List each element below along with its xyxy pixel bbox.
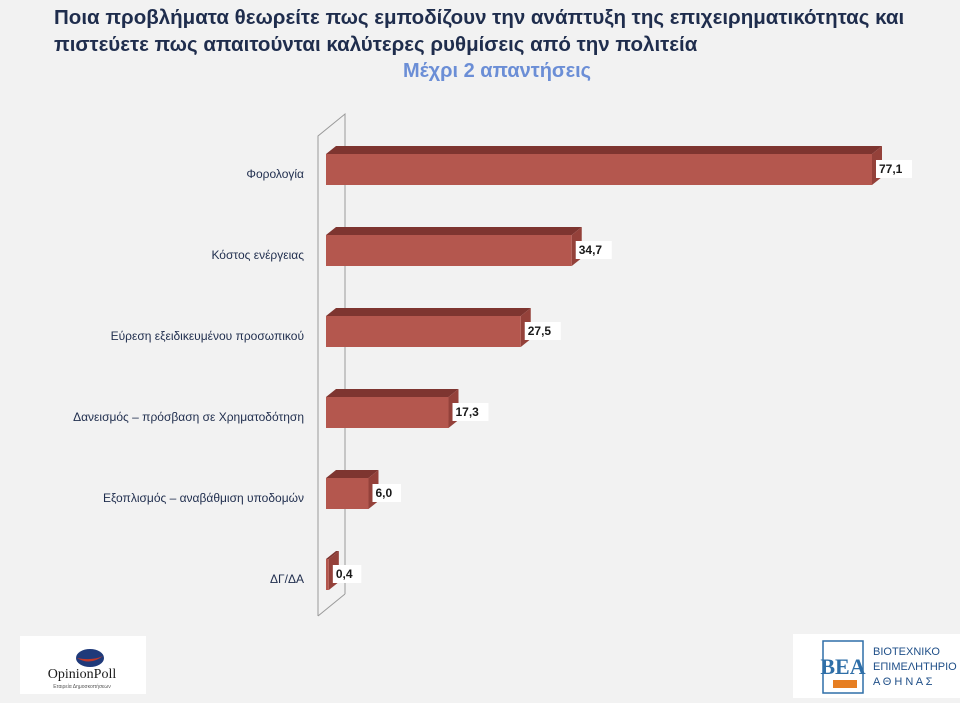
bar xyxy=(326,397,449,428)
bar xyxy=(326,154,872,185)
chart-subtitle: Μέχρι 2 απαντήσεις xyxy=(402,60,592,82)
axis-floor xyxy=(317,593,346,617)
logo-mark: ΒΕΑ xyxy=(820,654,865,679)
data-label-box xyxy=(332,565,362,583)
data-label-box xyxy=(524,322,561,340)
category-label: Εξοπλισμός – αναβάθμιση υποδομών xyxy=(103,491,304,505)
data-label: 77,1 xyxy=(879,162,903,176)
opinionpoll-logo: OpinionPoll Εταιρεία Δημοσκοπήσεων xyxy=(20,636,146,694)
logo-name: OpinionPoll xyxy=(48,667,117,682)
bea-logo: ΒΕΑ ΒΙΟΤΕΧΝΙΚΟ ΕΠΙΜΕΛΗΤΗΡΙΟ Α Θ Η Ν Α Σ xyxy=(793,634,960,698)
bar-top-face xyxy=(326,227,582,235)
category-label: Κόστος ενέργειας xyxy=(211,248,304,262)
chart-title: Ποια προβλήματα θεωρείτε πως εμποδίζουν … xyxy=(54,6,905,56)
data-label: 27,5 xyxy=(528,324,552,338)
data-label-box xyxy=(452,403,489,421)
axis-wall xyxy=(317,112,346,616)
bar xyxy=(326,478,369,509)
data-label: 0,4 xyxy=(336,567,353,581)
logo-line3: Α Θ Η Ν Α Σ xyxy=(873,676,933,688)
data-label-box xyxy=(372,484,401,502)
bar xyxy=(326,316,521,347)
category-label: ΔΓ/ΔΑ xyxy=(270,572,304,586)
bar xyxy=(326,235,572,266)
bar-top-face xyxy=(326,551,339,559)
logo-line2: ΕΠΙΜΕΛΗΤΗΡΙΟ xyxy=(873,661,957,673)
bar-top-face xyxy=(326,389,459,397)
category-label: Εύρεση εξειδικευμένου προσωπικού xyxy=(111,329,304,343)
data-label-box xyxy=(575,241,612,259)
data-label: 34,7 xyxy=(579,243,603,257)
logo-globe-icon xyxy=(76,649,104,667)
bar-top-face xyxy=(326,308,531,316)
logo-line1: ΒΙΟΤΕΧΝΙΚΟ xyxy=(873,646,940,658)
bar xyxy=(326,559,329,590)
bar-top-face xyxy=(326,146,882,154)
data-label: 6,0 xyxy=(375,486,392,500)
category-label: Δανεισμός – πρόσβαση σε Χρηματοδότηση xyxy=(73,410,304,424)
bar-top-face xyxy=(326,470,379,478)
data-label-box xyxy=(876,160,912,178)
category-label: Φορολογία xyxy=(246,167,304,181)
logo-tagline: Εταιρεία Δημοσκοπήσεων xyxy=(53,683,111,690)
data-label: 17,3 xyxy=(456,405,480,419)
